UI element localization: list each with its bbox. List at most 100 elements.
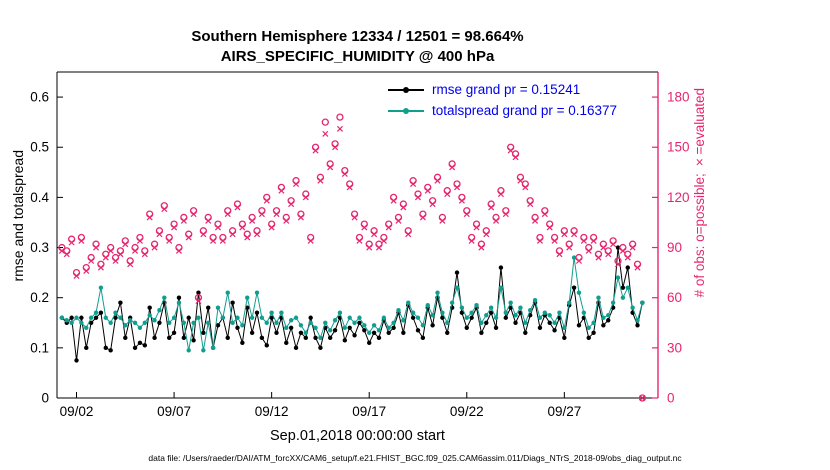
possible-obs-marker — [531, 213, 539, 222]
legend-label-totalspread: totalspread grand pr = 0.16377 — [432, 103, 618, 118]
totalspread-marker — [503, 310, 508, 315]
possible-obs-marker — [638, 394, 647, 402]
totalspread-marker — [362, 323, 367, 328]
totalspread-marker — [357, 315, 362, 320]
rmse-marker — [284, 340, 289, 346]
evaluated-obs-marker — [595, 254, 602, 261]
rmse-marker — [249, 330, 255, 335]
rmse-marker — [547, 320, 552, 325]
possible-obs-marker — [419, 210, 427, 218]
totalspread-marker — [596, 295, 601, 300]
rmse-marker — [552, 328, 557, 333]
totalspread-marker — [186, 348, 191, 353]
possible-obs-marker — [228, 227, 237, 235]
possible-obs-marker — [565, 240, 573, 248]
possible-obs-marker — [224, 207, 232, 215]
totalspread-marker — [630, 305, 635, 310]
evaluated-obs-marker — [571, 231, 578, 238]
possible-obs-marker — [150, 240, 159, 248]
possible-obs-marker — [336, 113, 344, 121]
totalspread-marker — [118, 315, 123, 320]
rmse-marker — [318, 345, 323, 351]
evaluated-obs-marker — [390, 197, 397, 204]
evaluated-obs-marker — [185, 234, 192, 241]
rmse-marker — [79, 315, 84, 320]
evaluated-obs-marker — [180, 217, 187, 224]
rmse-marker — [615, 245, 621, 250]
possible-obs-marker — [585, 243, 593, 252]
totalspread-marker — [440, 310, 445, 315]
evaluated-obs-marker — [541, 211, 548, 218]
totalspread-marker — [113, 310, 118, 315]
totalspread-marker — [410, 310, 416, 315]
possible-obs-marker — [428, 197, 437, 205]
left-tick-label: 0.6 — [30, 90, 49, 105]
rmse-marker — [132, 345, 138, 351]
possible-obs-marker — [458, 193, 466, 202]
legend-item-rmse: rmse grand pr = 0.15241 — [388, 82, 617, 97]
totalspread-marker — [181, 320, 187, 325]
right-tick-label: 150 — [667, 140, 690, 155]
evaluated-obs-marker — [73, 272, 80, 279]
evaluated-obs-marker — [107, 247, 114, 254]
totalspread-marker — [103, 315, 108, 320]
totalspread-marker — [430, 313, 435, 318]
totalspread-marker — [132, 320, 138, 325]
totalspread-marker — [327, 328, 333, 333]
possible-obs-marker — [92, 240, 100, 248]
rmse-marker — [620, 285, 626, 290]
evaluated-obs-marker — [190, 211, 197, 218]
right-tick-label: 0 — [667, 391, 675, 406]
evaluated-obs-marker — [341, 170, 348, 178]
possible-obs-marker — [453, 180, 461, 188]
rmse-marker — [274, 330, 279, 335]
rmse-marker — [235, 325, 240, 330]
evaluated-obs-marker — [210, 237, 217, 244]
evaluated-obs-marker — [546, 224, 553, 231]
possible-obs-marker — [628, 240, 637, 248]
evaluated-obs-marker — [122, 241, 129, 248]
possible-obs-marker — [160, 202, 168, 210]
evaluated-obs-marker — [195, 298, 202, 305]
evaluated-obs-marker — [527, 201, 534, 208]
rmse-marker-icon — [403, 86, 409, 93]
possible-obs-marker — [609, 237, 617, 245]
rmse-marker — [308, 315, 313, 320]
evaluated-obs-marker — [297, 214, 304, 221]
rmse-marker — [576, 323, 582, 328]
possible-obs-marker — [492, 213, 500, 222]
possible-obs-marker — [633, 260, 642, 268]
evaluated-obs-marker — [351, 214, 358, 221]
possible-obs-marker — [243, 230, 251, 238]
rmse-marker — [401, 330, 406, 335]
evaluated-obs-marker — [88, 257, 95, 264]
possible-obs-marker — [121, 237, 129, 245]
totalspread-marker — [142, 320, 148, 325]
possible-obs-marker — [77, 233, 86, 242]
totalspread-marker — [88, 315, 94, 320]
rmse-marker — [420, 335, 426, 341]
rmse-marker — [591, 330, 596, 335]
possible-obs-marker — [448, 160, 456, 168]
evaluated-obs-marker — [127, 261, 134, 268]
evaluated-obs-marker — [566, 244, 573, 251]
rmse-marker — [464, 325, 469, 330]
possible-obs-marker — [97, 260, 105, 268]
rmse-marker — [269, 315, 274, 320]
possible-obs-marker — [282, 213, 290, 222]
possible-obs-marker — [589, 233, 598, 242]
rmse-marker — [254, 310, 260, 315]
evaluated-obs-marker — [385, 224, 392, 231]
evaluated-obs-marker — [439, 217, 446, 224]
rmse-marker — [367, 340, 372, 346]
possible-obs-marker — [82, 263, 90, 272]
totalspread-marker — [93, 310, 99, 315]
rmse-marker — [137, 340, 143, 346]
totalspread-marker — [591, 320, 596, 325]
possible-obs-marker — [370, 227, 378, 235]
possible-obs-marker — [189, 207, 198, 215]
possible-obs-marker — [126, 257, 134, 265]
evaluated-obs-marker — [400, 204, 407, 211]
legend-item-totalspread: totalspread grand pr = 0.16377 — [388, 103, 617, 118]
evaluated-obs-marker — [561, 231, 568, 238]
